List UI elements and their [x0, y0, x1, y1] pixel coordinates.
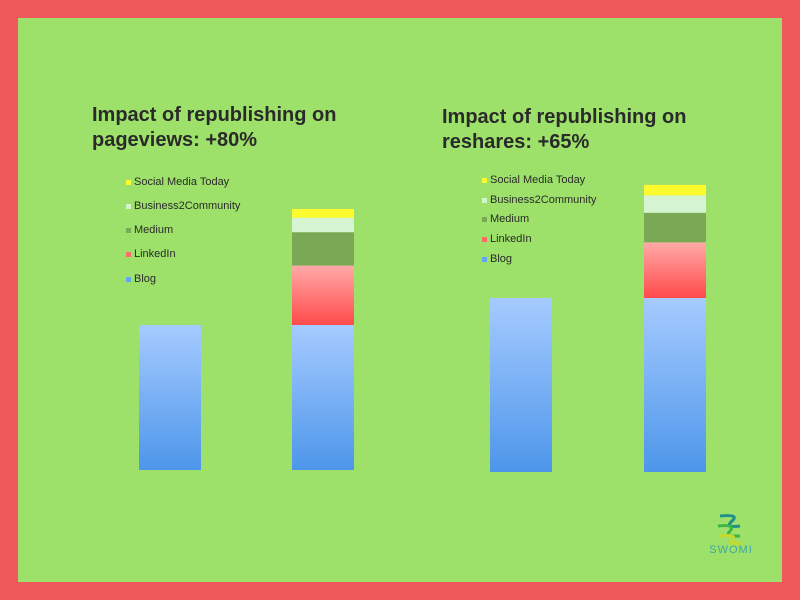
- legend-label: Blog: [490, 253, 513, 266]
- chart-2-bar-2-business2community: [644, 195, 706, 213]
- legend-swatch-business2community: [126, 203, 131, 209]
- legend-item: LinkedIn: [482, 233, 532, 245]
- legend-item: Social Media Today: [126, 176, 229, 188]
- legend-label: Medium: [134, 224, 174, 237]
- legend-swatch-linkedin: [482, 236, 487, 242]
- legend-item: LinkedIn: [126, 248, 176, 260]
- legend-swatch-social-media-today: [126, 179, 131, 185]
- chart-2-bar-1-blog: [490, 298, 552, 472]
- chart-1-bar-2-linkedin: [292, 265, 354, 325]
- legend-item: Social Media Today: [482, 174, 585, 186]
- legend-label: LinkedIn: [490, 233, 532, 246]
- chart-1-bar-2-business2community: [292, 217, 354, 233]
- legend-item: Blog: [482, 253, 512, 265]
- legend-swatch-medium: [126, 227, 131, 233]
- chart-1-title: Impact of republishing on pageviews: +80…: [92, 104, 337, 151]
- legend-label: Blog: [134, 273, 157, 286]
- legend-item: Blog: [126, 273, 156, 285]
- chart-2-bar-2-blog: [644, 298, 706, 472]
- swomi-logo-icon: [717, 514, 743, 546]
- legend-label: Social Media Today: [134, 176, 230, 189]
- chart-1-bar-2-social-media-today: [292, 209, 354, 218]
- legend-swatch-blog: [126, 276, 131, 282]
- chart-2-bar-2-medium: [644, 212, 706, 243]
- legend-item: Business2Community: [482, 194, 596, 206]
- legend-swatch-medium: [482, 216, 487, 222]
- chart-2-bar-2-linkedin: [644, 242, 706, 298]
- swomi-logo: SWOMI: [706, 512, 766, 560]
- legend-item: Medium: [126, 224, 173, 236]
- legend-swatch-business2community: [482, 197, 487, 203]
- legend-label: Business2Community: [490, 194, 597, 207]
- legend-swatch-blog: [482, 256, 487, 262]
- chart-1-bar-1-blog: [139, 325, 201, 470]
- legend-label: Social Media Today: [490, 174, 586, 187]
- legend-swatch-social-media-today: [482, 177, 487, 183]
- legend-item: Business2Community: [126, 200, 240, 212]
- logo-text: SWOMI: [709, 544, 753, 556]
- chart-2-bar-2-social-media-today: [644, 184, 706, 196]
- legend-label: Business2Community: [134, 200, 241, 213]
- legend-label: LinkedIn: [134, 248, 176, 261]
- legend-swatch-linkedin: [126, 251, 131, 257]
- chart-1-bar-2-medium: [292, 232, 354, 266]
- chart-1-bar-2-blog: [292, 325, 354, 470]
- legend-item: Medium: [482, 213, 529, 225]
- chart-2-title: Impact of republishing on reshares: +65%: [442, 106, 687, 153]
- legend-label: Medium: [490, 213, 530, 226]
